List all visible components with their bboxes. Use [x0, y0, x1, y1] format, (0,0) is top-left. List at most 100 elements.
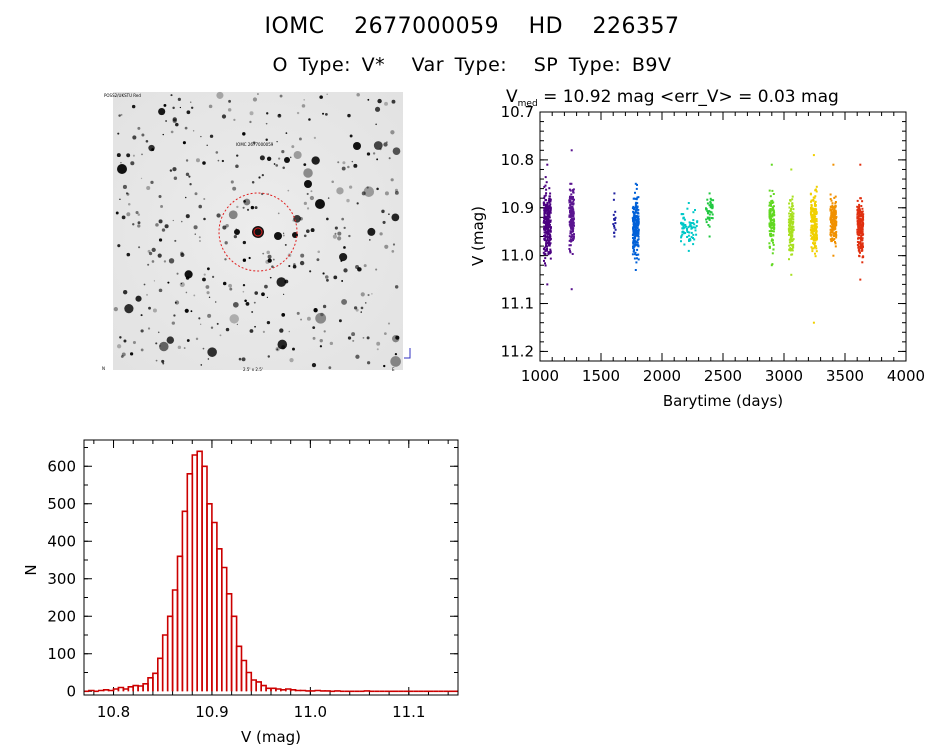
light-curve-chart: Vmed = 10.92 mag <err_V> = 0.03 mag 1000…: [469, 87, 925, 410]
star: [215, 301, 217, 303]
data-point: [546, 237, 549, 240]
data-point: [687, 226, 690, 229]
data-point: [549, 200, 552, 203]
data-point: [833, 208, 836, 210]
data-point: [637, 218, 640, 221]
data-point: [835, 224, 838, 227]
data-point: [811, 233, 814, 235]
data-point: [859, 217, 861, 220]
data-point: [771, 206, 774, 209]
star: [281, 313, 286, 317]
data-point: [572, 219, 575, 222]
star: [252, 97, 258, 102]
star: [189, 101, 192, 103]
star: [173, 314, 176, 317]
data-point: [789, 232, 792, 235]
data-point: [771, 238, 774, 241]
x-tick-label: 2000: [643, 367, 681, 385]
star: [219, 334, 222, 337]
star: [248, 256, 251, 260]
star: [203, 273, 206, 276]
data-point: [633, 239, 636, 242]
data-point: [692, 219, 695, 222]
data-point: [636, 257, 638, 260]
data-point: [814, 255, 817, 258]
star: [235, 164, 239, 169]
star: [384, 191, 389, 196]
star: [228, 210, 238, 220]
data-point: [570, 182, 573, 185]
data-point: [545, 222, 548, 225]
star: [376, 341, 381, 346]
data-point: [861, 249, 863, 252]
star: [170, 94, 173, 97]
star: [155, 342, 158, 345]
data-point: [772, 248, 775, 251]
data-point: [543, 206, 546, 209]
star: [348, 234, 351, 238]
data-point: [857, 212, 860, 215]
data-point: [787, 228, 790, 231]
star: [341, 280, 344, 282]
star: [312, 326, 316, 330]
star: [229, 314, 239, 324]
data-point: [813, 228, 816, 231]
data-point: [708, 210, 711, 213]
star: [373, 141, 383, 150]
data-point: [815, 234, 818, 237]
data-point: [680, 236, 683, 239]
data-point: [834, 242, 837, 245]
star: [308, 118, 311, 121]
star: [275, 164, 279, 167]
star: [279, 94, 283, 98]
data-point: [791, 195, 794, 198]
data-point: [791, 215, 794, 218]
data-point: [861, 237, 864, 240]
data-point: [833, 232, 836, 235]
data-point: [568, 199, 571, 202]
data-point: [769, 234, 772, 237]
data-point: [633, 257, 636, 260]
star: [158, 288, 163, 293]
star: [117, 244, 121, 248]
data-point: [543, 246, 546, 249]
star: [377, 98, 382, 104]
star: [177, 345, 182, 350]
data-point: [861, 256, 864, 259]
star: [242, 284, 246, 287]
data-point: [573, 233, 575, 236]
data-point: [833, 196, 836, 199]
data-point: [680, 235, 683, 238]
data-point: [769, 208, 772, 210]
data-point: [688, 225, 691, 228]
star: [172, 219, 174, 222]
star: [180, 251, 184, 255]
data-point: [834, 211, 837, 214]
data-point: [568, 197, 571, 199]
data-point: [692, 233, 695, 236]
data-point: [568, 248, 571, 250]
star: [266, 112, 269, 115]
star: [353, 306, 358, 310]
data-point: [810, 224, 813, 227]
data-point: [856, 220, 859, 223]
star: [224, 241, 228, 245]
data-point: [812, 242, 814, 245]
star: [151, 247, 156, 252]
data-point: [633, 208, 635, 211]
data-point: [632, 197, 635, 200]
data-point: [686, 227, 688, 230]
data-point: [569, 182, 572, 185]
star: [360, 292, 365, 297]
data-point: [632, 230, 635, 233]
data-point: [834, 205, 837, 208]
data-point: [634, 227, 637, 230]
data-point-min: [859, 163, 862, 166]
data-point: [834, 213, 837, 215]
data-point: [546, 201, 549, 204]
star: [236, 205, 239, 209]
star: [140, 329, 144, 333]
data-point: [572, 235, 575, 238]
star: [299, 216, 303, 221]
data-point: [546, 207, 549, 210]
